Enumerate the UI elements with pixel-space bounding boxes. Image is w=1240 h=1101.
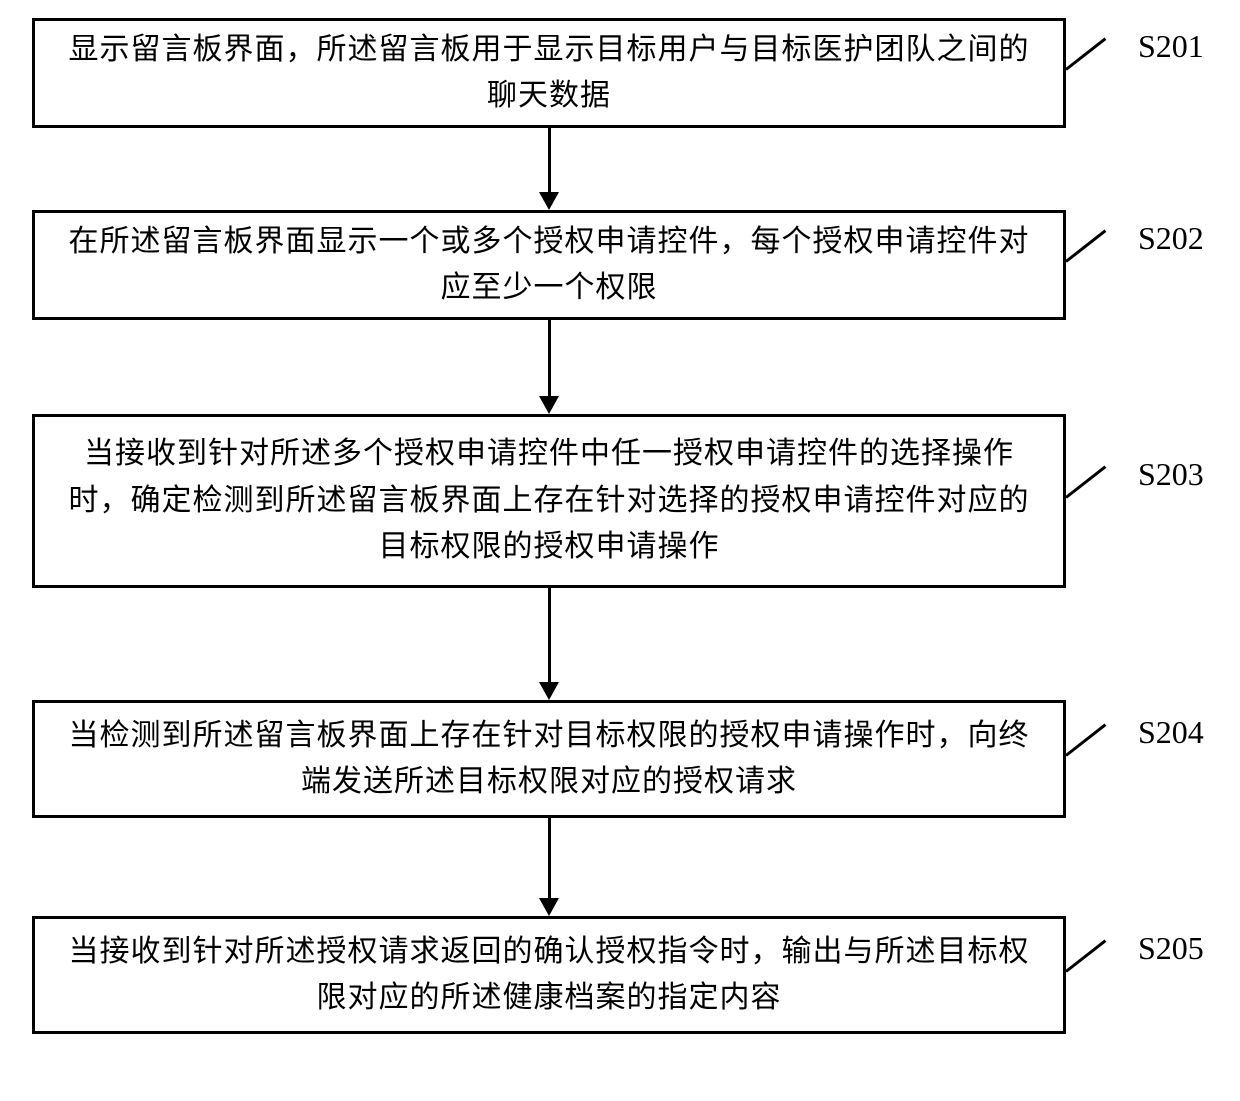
flowchart-arrow-line — [548, 128, 551, 192]
label-connector — [1065, 230, 1106, 263]
flowchart-arrow-line — [548, 588, 551, 682]
flowchart-arrow-head — [539, 682, 559, 700]
flowchart-arrow-head — [539, 898, 559, 916]
step-label-s205: S205 — [1138, 930, 1204, 967]
flowchart-step-s202: 在所述留言板界面显示一个或多个授权申请控件，每个授权申请控件对应至少一个权限 — [32, 210, 1066, 320]
step-label-s203: S203 — [1138, 456, 1204, 493]
step-label-s202: S202 — [1138, 220, 1204, 257]
label-connector — [1065, 940, 1106, 973]
step-text: 当接收到针对所述多个授权申请控件中任一授权申请控件的选择操作时，确定检测到所述留… — [55, 431, 1043, 571]
step-label-s204: S204 — [1138, 714, 1204, 751]
step-label-s201: S201 — [1138, 28, 1204, 65]
label-connector — [1065, 38, 1106, 71]
label-connector — [1065, 724, 1106, 757]
flowchart-step-s205: 当接收到针对所述授权请求返回的确认授权指令时，输出与所述目标权限对应的所述健康档… — [32, 916, 1066, 1034]
step-text: 显示留言板界面，所述留言板用于显示目标用户与目标医护团队之间的聊天数据 — [55, 27, 1043, 120]
flowchart-step-s203: 当接收到针对所述多个授权申请控件中任一授权申请控件的选择操作时，确定检测到所述留… — [32, 414, 1066, 588]
flowchart-step-s204: 当检测到所述留言板界面上存在针对目标权限的授权申请操作时，向终端发送所述目标权限… — [32, 700, 1066, 818]
flowchart-step-s201: 显示留言板界面，所述留言板用于显示目标用户与目标医护团队之间的聊天数据 — [32, 18, 1066, 128]
label-connector — [1065, 466, 1106, 499]
step-text: 在所述留言板界面显示一个或多个授权申请控件，每个授权申请控件对应至少一个权限 — [55, 219, 1043, 312]
flowchart-container: 显示留言板界面，所述留言板用于显示目标用户与目标医护团队之间的聊天数据 S201 在… — [0, 0, 1240, 1101]
flowchart-arrow-line — [548, 320, 551, 396]
step-text: 当检测到所述留言板界面上存在针对目标权限的授权申请操作时，向终端发送所述目标权限… — [55, 713, 1043, 806]
step-text: 当接收到针对所述授权请求返回的确认授权指令时，输出与所述目标权限对应的所述健康档… — [55, 929, 1043, 1022]
flowchart-arrow-line — [548, 818, 551, 898]
flowchart-arrow-head — [539, 192, 559, 210]
flowchart-arrow-head — [539, 396, 559, 414]
